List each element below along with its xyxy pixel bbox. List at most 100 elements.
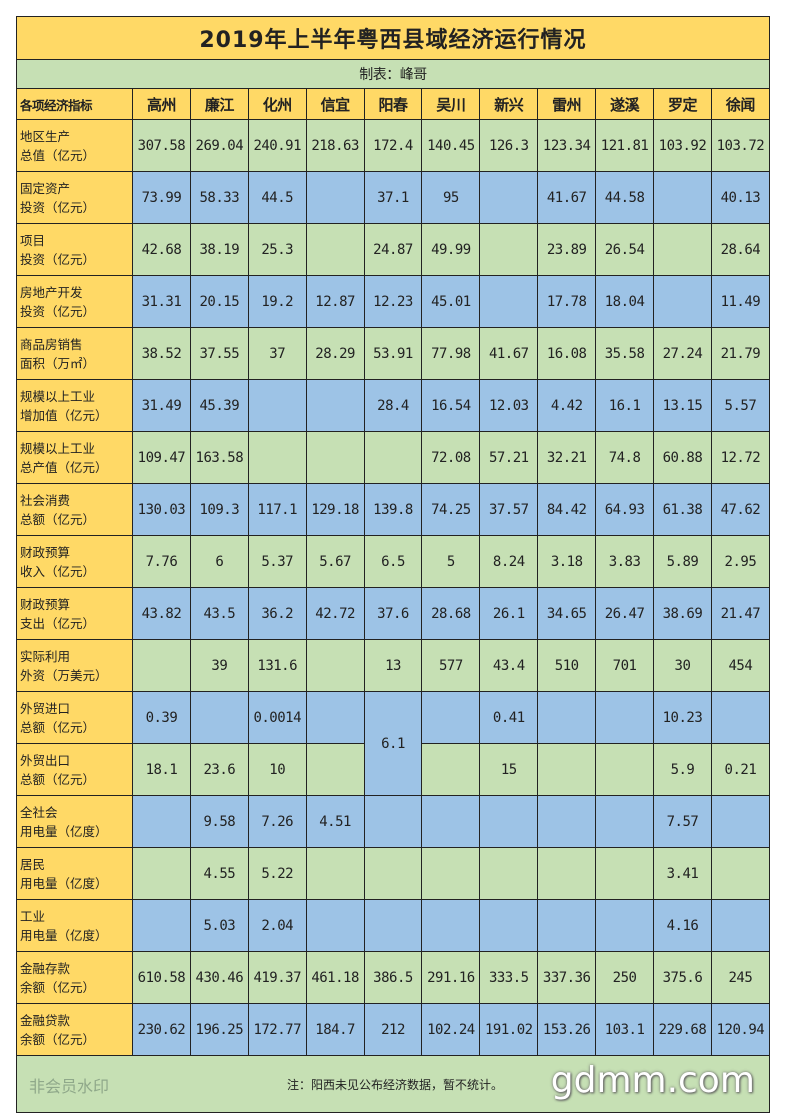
row-label-line: 社会消费	[20, 492, 71, 508]
row-label: 工业 用电量（亿度）	[16, 899, 133, 952]
table-cell: 10	[247, 743, 307, 796]
table-cell: 64.93	[595, 483, 655, 536]
table-cell: 337.36	[537, 951, 597, 1004]
table-cell: 129.18	[305, 483, 365, 536]
table-cell: 610.58	[132, 951, 191, 1004]
table-cell: 16.1	[595, 379, 655, 432]
header-3: 信宜	[305, 88, 365, 120]
table-row: 地区生产 总值（亿元） 307.58 269.04 240.91 218.63 172.4 1…	[16, 119, 770, 172]
row-label-line: 投资（亿元）	[20, 303, 96, 319]
table-cell: 28.68	[421, 587, 481, 640]
table-cell: 3.83	[595, 535, 655, 588]
table-cell	[653, 223, 712, 276]
table-cell	[132, 899, 191, 952]
table-cell: 3.18	[537, 535, 597, 588]
table-cell: 20.15	[189, 275, 249, 328]
table-cell	[537, 847, 597, 900]
table-cell	[653, 275, 712, 328]
row-label-line: 外资（万美元）	[20, 667, 108, 683]
table-cell: 103.1	[595, 1003, 655, 1056]
table-cell: 121.81	[595, 119, 655, 172]
table-cell	[653, 171, 712, 224]
table-cell: 9.58	[189, 795, 249, 848]
table-cell: 53.91	[363, 327, 423, 380]
table-row: 工业 用电量（亿度） 5.03 2.04 4.16	[16, 899, 770, 952]
header-6: 新兴	[479, 88, 539, 120]
table-cell: 103.72	[710, 119, 770, 172]
table-cell	[421, 899, 481, 952]
row-label: 项目 投资（亿元）	[16, 223, 133, 276]
table-cell: 7.57	[653, 795, 712, 848]
table-cell: 16.54	[421, 379, 481, 432]
table-cell: 212	[363, 1003, 423, 1056]
header-8: 遂溪	[595, 88, 655, 120]
table-cell: 84.42	[537, 483, 597, 536]
row-label-line: 商品房销售	[20, 336, 83, 352]
table-cell: 42.72	[305, 587, 365, 640]
table-row: 项目 投资（亿元） 42.68 38.19 25.3 24.87 49.99 23.89 26.…	[16, 223, 770, 276]
table-cell	[363, 899, 423, 952]
table-cell: 5.03	[189, 899, 249, 952]
table-cell	[189, 691, 249, 744]
table-cell: 375.6	[653, 951, 712, 1004]
row-label-line: 余额（亿元）	[20, 1031, 96, 1047]
table-cell	[305, 847, 365, 900]
row-label-line: 全社会	[20, 804, 58, 820]
table-cell: 139.8	[363, 483, 423, 536]
table-cell: 41.67	[537, 171, 597, 224]
table-row: 财政预算 收入（亿元） 7.76 6 5.37 5.67 6.5 5 8.24 3.18 3.83 5…	[16, 535, 770, 588]
header-5: 吴川	[421, 88, 481, 120]
table-cell: 74.8	[595, 431, 655, 484]
table-cell: 0.39	[132, 691, 191, 744]
table-cell	[595, 691, 655, 744]
row-label-line: 余额（亿元）	[20, 979, 96, 995]
header-1: 廉江	[189, 88, 249, 120]
row-label-line: 财政预算	[20, 544, 71, 560]
row-label-line: 规模以上工业	[20, 388, 96, 404]
table-cell: 21.79	[710, 327, 770, 380]
table-cell: 7.76	[132, 535, 191, 588]
table-cell: 32.21	[537, 431, 597, 484]
table-cell: 103.92	[653, 119, 712, 172]
table-cell: 2.95	[710, 535, 770, 588]
table-cell: 269.04	[189, 119, 249, 172]
table-cell	[421, 847, 481, 900]
row-label-line: 实际利用	[20, 648, 71, 664]
table-cell: 37	[247, 327, 307, 380]
table-cell: 191.02	[479, 1003, 539, 1056]
table-cell: 12.72	[710, 431, 770, 484]
row-label-line: 用电量（亿度）	[20, 823, 108, 839]
header-4: 阳春	[363, 88, 423, 120]
table-cell: 2.04	[247, 899, 307, 952]
row-label-line: 外贸进口	[20, 700, 71, 716]
row-label: 全社会用电量（亿度）	[16, 795, 133, 848]
table-cell: 37.55	[189, 327, 249, 380]
table-cell: 7.26	[247, 795, 307, 848]
table-cell: 37.57	[479, 483, 539, 536]
table-row: 规模以上工业 总产值（亿元） 109.47 163.58 72.08 57.21 32.21…	[16, 431, 770, 484]
table-cell: 72.08	[421, 431, 481, 484]
table-cell: 57.21	[479, 431, 539, 484]
table-cell	[479, 899, 539, 952]
row-label-line: 外贸出口	[20, 752, 71, 768]
table-row: 全社会 用电量（亿度） 9.58 7.26 4.51 7.57	[16, 795, 770, 848]
row-label-line: 工业	[20, 908, 46, 924]
table-cell: 6	[189, 535, 249, 588]
table-cell: 577	[421, 639, 481, 692]
table-cell: 196.25	[189, 1003, 249, 1056]
table-cell	[421, 691, 481, 744]
row-label: 社会消费 总额（亿元）	[16, 483, 133, 536]
row-label: 规模以上工业 总产值（亿元）	[16, 431, 133, 484]
site-watermark: gdmm.com	[550, 1060, 755, 1101]
row-label-line: 总产值（亿元）	[20, 459, 108, 475]
table-cell: 35.58	[595, 327, 655, 380]
table-cell: 701	[595, 639, 655, 692]
table-cell	[132, 795, 191, 848]
row-label-line: 金融存款	[20, 960, 71, 976]
table-cell	[363, 795, 423, 848]
footnote: 注：阳西未见公布经济数据，暂不统计。	[287, 1078, 504, 1092]
table-cell: 4.16	[653, 899, 712, 952]
table-cell: 12.23	[363, 275, 423, 328]
table-cell	[710, 899, 770, 952]
table-cell: 45.39	[189, 379, 249, 432]
